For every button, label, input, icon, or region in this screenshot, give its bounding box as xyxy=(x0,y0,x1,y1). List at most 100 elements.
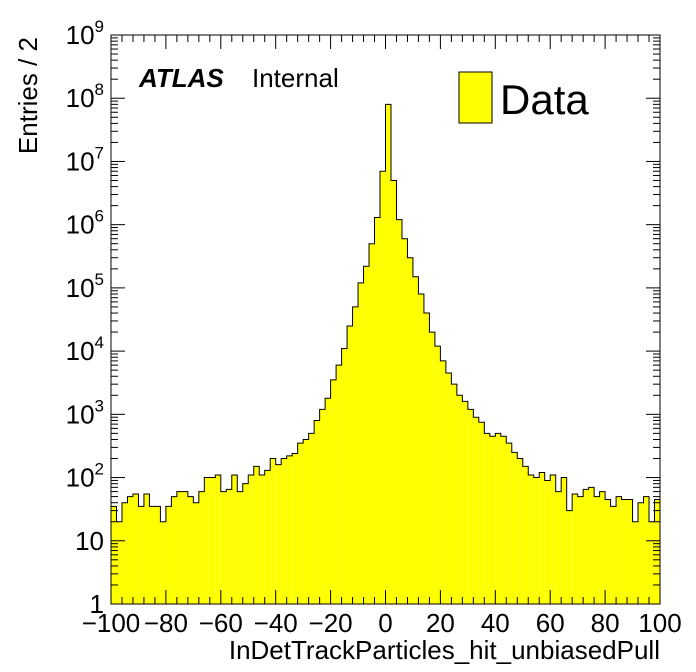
histogram-bar xyxy=(467,409,474,604)
histogram-bar xyxy=(204,477,210,604)
histogram-bar xyxy=(160,521,166,604)
histogram-bar xyxy=(308,433,315,604)
histogram-bar xyxy=(588,487,595,604)
histogram-bar xyxy=(632,521,639,604)
histogram-bar xyxy=(445,373,452,604)
x-axis-label: InDetTrackParticles_hit_unbiasedPull xyxy=(229,635,660,665)
histogram-bar xyxy=(577,496,584,604)
y-tick-label: 1 xyxy=(90,589,104,619)
histogram-bar xyxy=(380,171,386,605)
x-tick-label: 0 xyxy=(378,608,392,638)
histogram-bar xyxy=(171,496,177,604)
histogram-bar xyxy=(385,104,391,604)
histogram-bar xyxy=(654,499,660,604)
histogram-bar xyxy=(242,483,249,604)
histogram-bar xyxy=(143,493,150,604)
histogram-bar xyxy=(215,474,221,604)
histogram-bar xyxy=(220,491,227,604)
histogram-bar xyxy=(616,496,622,604)
histogram-bar xyxy=(638,502,644,604)
histogram-bar xyxy=(451,384,457,604)
histogram-bar xyxy=(127,496,133,604)
y-tick-label: 108 xyxy=(66,80,104,113)
histogram-bar xyxy=(336,365,342,604)
histogram-bar xyxy=(116,521,122,604)
y-tick-label: 102 xyxy=(66,460,104,493)
histogram-bar xyxy=(176,491,183,604)
histogram-bar xyxy=(522,466,529,604)
y-tick-label: 109 xyxy=(66,17,104,50)
histogram-bar xyxy=(270,458,276,604)
histogram-bar xyxy=(347,325,353,604)
histogram-bar xyxy=(341,348,348,604)
histogram-bar xyxy=(594,496,600,604)
x-tick-label: 100 xyxy=(638,608,681,638)
histogram-bar xyxy=(434,346,441,604)
histogram-bar xyxy=(275,464,282,604)
x-tick-label: 20 xyxy=(426,608,455,638)
histogram-bar xyxy=(511,452,518,604)
histogram-bar xyxy=(462,401,468,604)
histogram-bar xyxy=(517,458,523,604)
histogram-bar xyxy=(407,257,413,604)
y-axis-label: Entries / 2 xyxy=(13,37,43,154)
x-tick-label: −20 xyxy=(309,608,353,638)
histogram-bar xyxy=(610,506,617,604)
histogram-bar xyxy=(297,443,304,604)
histogram-bar xyxy=(253,466,260,604)
histogram-bar xyxy=(550,474,556,604)
y-axis: 1 10 102 103 104 105 106 107 108 109 xyxy=(66,17,660,619)
legend-swatch xyxy=(458,71,493,124)
histogram-bar xyxy=(325,398,331,604)
histogram-bar xyxy=(599,491,606,604)
histogram-bar xyxy=(621,499,628,604)
histogram-bar xyxy=(374,217,381,604)
histogram-bar xyxy=(231,474,238,604)
histogram-bar xyxy=(182,491,188,604)
y-tick-label: 103 xyxy=(66,396,104,429)
histogram-bar xyxy=(369,243,375,604)
histogram-bar xyxy=(583,489,589,604)
x-tick-label: −80 xyxy=(144,608,188,638)
histogram-bar xyxy=(544,480,551,604)
histogram-bar xyxy=(149,506,155,604)
histogram-bars xyxy=(111,104,660,605)
histogram-bar xyxy=(154,506,161,604)
histogram-bar xyxy=(237,491,243,604)
histogram-bar xyxy=(281,458,287,604)
histogram-bar xyxy=(473,417,479,604)
histogram-bar xyxy=(401,238,408,604)
histogram-bar xyxy=(643,496,650,604)
histogram-bar xyxy=(528,474,534,604)
histogram-bar xyxy=(423,313,430,604)
x-tick-label: −40 xyxy=(254,608,298,638)
histogram-bar xyxy=(418,294,424,604)
histogram-bar xyxy=(259,474,265,604)
atlas-label: ATLAS xyxy=(138,63,224,93)
histogram-bar xyxy=(500,436,507,604)
histogram-bar xyxy=(352,306,359,604)
histogram-bar xyxy=(412,276,419,604)
histogram-outline xyxy=(110,103,660,604)
histogram-bar xyxy=(193,502,199,604)
histogram-bar xyxy=(555,491,562,604)
y-tick-label: 104 xyxy=(66,333,104,366)
x-axis: −100 −80 −60 −40 −20 0 20 40 60 80 100 xyxy=(82,35,682,638)
x-tick-label: −100 xyxy=(82,608,141,638)
x-tick-label: 80 xyxy=(591,608,620,638)
x-tick-label: 40 xyxy=(481,608,510,638)
histogram-bar xyxy=(330,379,337,604)
y-tick-label: 105 xyxy=(66,270,104,303)
histogram-bar xyxy=(489,436,496,604)
x-tick-label: −60 xyxy=(199,608,243,638)
histogram-bar xyxy=(286,455,293,604)
histogram-bar xyxy=(226,489,232,604)
histogram-bar xyxy=(209,477,216,604)
atlas-internal-label: Internal xyxy=(252,63,339,93)
x-tick-label: 60 xyxy=(536,608,565,638)
y-tick-label: 106 xyxy=(66,207,104,240)
histogram-bar xyxy=(292,453,298,604)
histogram-bar xyxy=(440,360,446,604)
histogram-bar xyxy=(303,439,309,604)
